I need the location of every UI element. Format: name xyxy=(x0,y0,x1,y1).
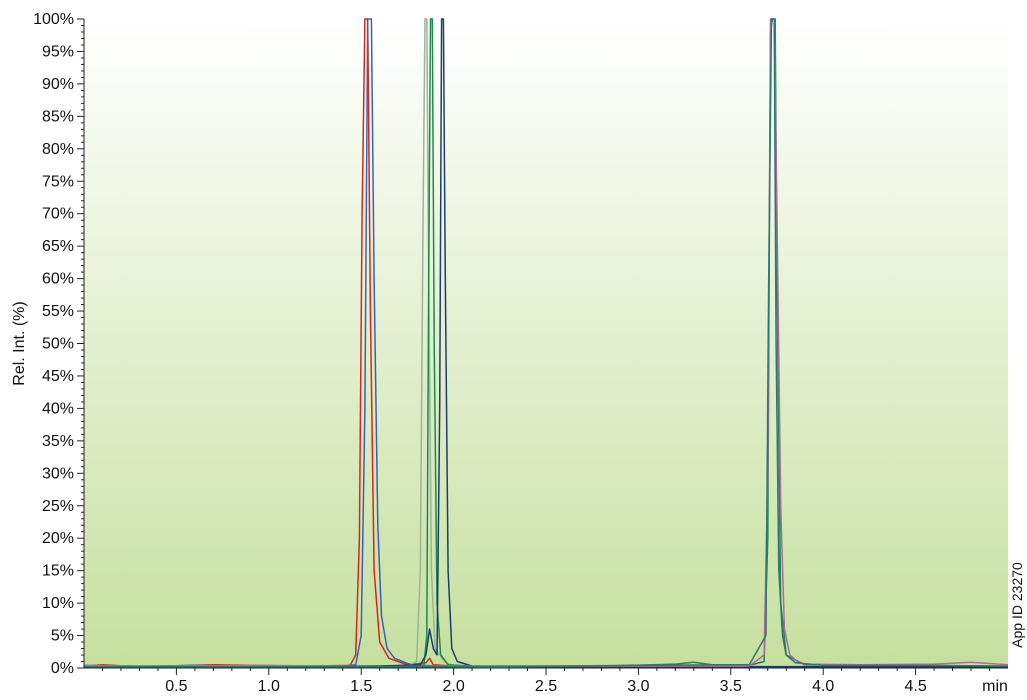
x-tick-label: 3.5 xyxy=(720,678,742,695)
x-tick-label: 3.0 xyxy=(627,678,649,695)
y-tick-label: 5% xyxy=(51,628,74,645)
y-tick-label: 65% xyxy=(42,238,74,255)
x-tick-label: 0.5 xyxy=(165,678,187,695)
plot-background xyxy=(84,19,1008,668)
y-tick-label: 0% xyxy=(51,660,74,677)
x-tick-label: 2.5 xyxy=(535,678,557,695)
y-tick-label: 40% xyxy=(42,400,74,417)
y-tick-label: 90% xyxy=(42,76,74,93)
app-id-annotation: App ID 23270 xyxy=(1009,562,1025,648)
y-tick-label: 55% xyxy=(42,303,74,320)
x-tick-label: 1.0 xyxy=(258,678,280,695)
y-tick-label: 60% xyxy=(42,271,74,288)
y-tick-label: 25% xyxy=(42,498,74,515)
y-tick-label: 45% xyxy=(42,368,74,385)
x-tick-label: 2.0 xyxy=(442,678,464,695)
y-tick-label: 70% xyxy=(42,206,74,223)
y-tick-label: 35% xyxy=(42,433,74,450)
axes-layer: 0% 5% 10% 15% 20% 25% 30% 35% 40% 45% 50% 55% 60% 65%… xyxy=(33,11,1008,695)
y-tick-label: 80% xyxy=(42,141,74,158)
y-tick-label: 95% xyxy=(42,43,74,60)
series-line-7 xyxy=(84,18,1008,668)
y-tick-label: 100% xyxy=(33,11,74,28)
series-layer xyxy=(84,18,1008,668)
y-tick-label: 85% xyxy=(42,108,74,125)
y-tick-label: 20% xyxy=(42,530,74,547)
y-tick-label: 10% xyxy=(42,595,74,612)
y-axis-title: Rel. Int. (%) xyxy=(11,301,28,385)
y-tick-label: 50% xyxy=(42,336,74,353)
y-tick-label: 30% xyxy=(42,465,74,482)
x-tick-label: 1.5 xyxy=(350,678,372,695)
series-line-5 xyxy=(84,18,1008,668)
series-line-4 xyxy=(84,18,1008,667)
y-tick-label: 15% xyxy=(42,563,74,580)
x-tick-label: 4.5 xyxy=(904,678,926,695)
x-tick-label: 4.0 xyxy=(812,678,834,695)
x-axis-unit-label: min xyxy=(982,678,1008,695)
y-tick-label: 75% xyxy=(42,173,74,190)
